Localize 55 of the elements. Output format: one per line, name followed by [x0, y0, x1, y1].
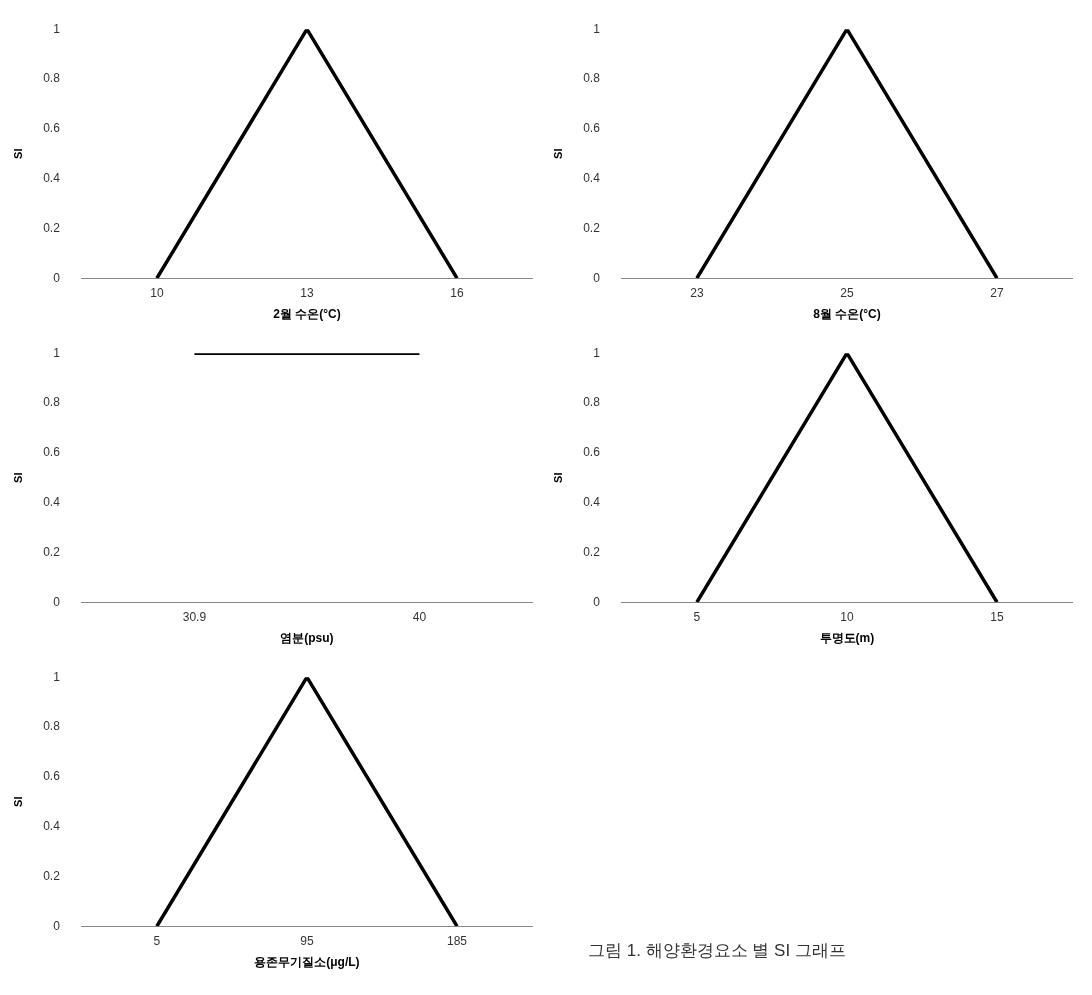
y-tick-label: 1 — [53, 669, 61, 684]
y-tick-label: 0.6 — [43, 445, 61, 460]
x-tick-label: 5 — [153, 933, 161, 948]
x-tick-label: 27 — [990, 285, 1004, 300]
x-tick-label: 16 — [450, 285, 464, 300]
x-axis-title: 투명도(m) — [819, 631, 875, 646]
x-axis-title: 염분(psu) — [280, 631, 334, 646]
x-axis-title: 용존무기질소(μg/L) — [254, 955, 360, 970]
y-tick-label: 0.6 — [43, 121, 61, 136]
y-axis-title: SI — [551, 148, 564, 159]
y-tick-label: 0 — [53, 594, 61, 609]
caption: 그림 1. 해양환경요소 별 SI 그래프 — [588, 940, 846, 962]
y-tick-label: 0.4 — [43, 494, 61, 509]
y-tick-label: 0.2 — [43, 220, 61, 235]
y-axis-title: SI — [11, 472, 24, 483]
y-tick-label: 0.6 — [583, 121, 601, 136]
x-tick-label: 23 — [690, 285, 704, 300]
x-tick-label: 10 — [840, 609, 854, 624]
x-tick-label: 185 — [446, 933, 468, 948]
y-tick-label: 0 — [53, 918, 61, 933]
x-axis-title: 2월 수온(°C) — [273, 307, 341, 322]
y-tick-label: 1 — [53, 345, 61, 360]
x-tick-label: 10 — [150, 285, 164, 300]
x-axis-title: 8월 수온(°C) — [813, 307, 881, 322]
y-tick-label: 0.4 — [583, 170, 601, 185]
y-tick-label: 0 — [593, 594, 601, 609]
x-tick-label: 30.9 — [182, 609, 207, 624]
y-tick-label: 0.2 — [583, 220, 601, 235]
y-axis-title: SI — [11, 148, 24, 159]
y-tick-label: 0.8 — [43, 71, 61, 86]
y-tick-label: 0.2 — [583, 544, 601, 559]
y-axis-title: SI — [551, 472, 564, 483]
y-tick-label: 0.8 — [583, 71, 601, 86]
y-tick-label: 0.2 — [43, 868, 61, 883]
y-axis-title: SI — [11, 796, 24, 807]
y-tick-label: 0.4 — [43, 818, 61, 833]
y-tick-label: 0.8 — [43, 719, 61, 734]
y-tick-label: 0.6 — [43, 769, 61, 784]
y-tick-label: 1 — [53, 21, 61, 36]
y-tick-label: 0.8 — [583, 395, 601, 410]
x-tick-label: 5 — [693, 609, 701, 624]
x-tick-label: 40 — [412, 609, 427, 624]
y-tick-label: 0 — [53, 270, 61, 285]
x-tick-label: 25 — [840, 285, 854, 300]
x-tick-label: 13 — [300, 285, 314, 300]
y-tick-label: 1 — [593, 21, 601, 36]
y-tick-label: 1 — [593, 345, 601, 360]
x-tick-label: 95 — [300, 933, 314, 948]
y-tick-label: 0 — [593, 270, 601, 285]
y-tick-label: 0.4 — [43, 170, 61, 185]
y-tick-label: 0.8 — [43, 395, 61, 410]
y-tick-label: 0.4 — [583, 494, 601, 509]
y-tick-label: 0.2 — [43, 544, 61, 559]
x-tick-label: 15 — [990, 609, 1004, 624]
y-tick-label: 0.6 — [583, 445, 601, 460]
